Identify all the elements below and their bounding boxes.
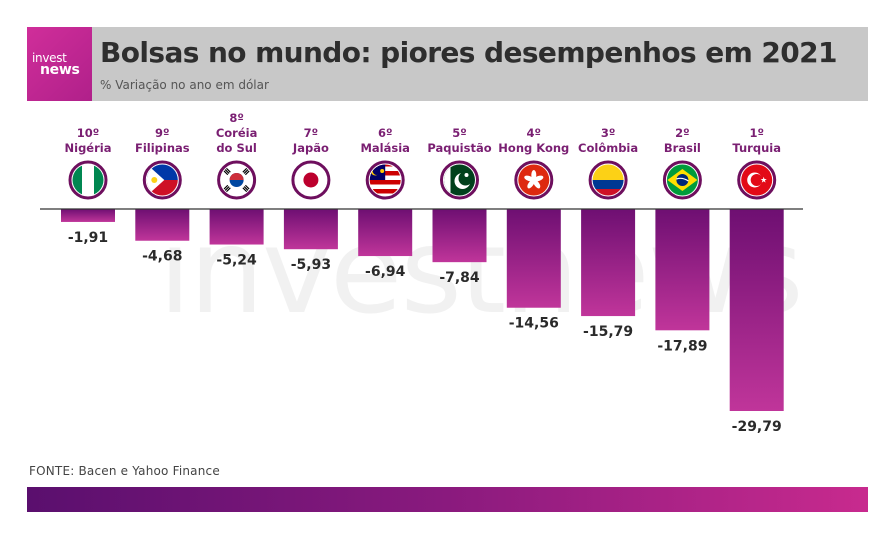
category-label-rank: 4º <box>527 126 542 140</box>
category-label-rank: 6º <box>378 126 393 140</box>
bar <box>135 209 190 241</box>
malaysia-flag-icon <box>365 160 405 200</box>
category-label-name: Malásia <box>360 141 409 155</box>
investnews-logo: invest news <box>27 27 92 101</box>
philippines-flag-icon <box>142 160 182 200</box>
value-label: -7,84 <box>439 270 480 286</box>
hong-kong-flag-icon <box>514 160 554 200</box>
value-label: -14,56 <box>509 316 559 332</box>
category-label-name: Japão <box>292 141 329 155</box>
brazil-flag-icon <box>662 160 702 200</box>
source-note: FONTE: Bacen e Yahoo Finance <box>29 464 220 478</box>
turkey-flag-icon <box>737 160 777 200</box>
bar <box>61 209 115 222</box>
category-label-name: Paquistão <box>427 141 491 155</box>
category-label-rank: 2º <box>675 126 690 140</box>
chart-subtitle: % Variação no ano em dólar <box>100 78 269 92</box>
category-label-rank: 10º <box>77 126 100 140</box>
colombia-flag-icon <box>588 160 628 200</box>
bar <box>581 209 636 317</box>
chart-header: invest news Bolsas no mundo: piores dese… <box>27 27 868 101</box>
category-label-name: Turquia <box>732 141 781 155</box>
value-label: -4,68 <box>142 249 182 265</box>
bar <box>655 209 710 331</box>
value-label: -1,91 <box>68 230 108 246</box>
value-label: -5,24 <box>216 253 257 269</box>
bar <box>209 209 264 245</box>
value-label: -29,79 <box>732 419 782 435</box>
logo-line-1: invest <box>32 51 67 65</box>
logo-line-2: news <box>40 62 80 78</box>
chart-title: Bolsas no mundo: piores desempenhos em 2… <box>100 36 837 69</box>
category-label-name: Brasil <box>664 141 701 155</box>
category-label-rank: 8º <box>229 111 244 125</box>
value-label: -5,93 <box>291 257 331 273</box>
value-label: -6,94 <box>365 264 406 280</box>
category-label-name: Colômbia <box>578 141 638 155</box>
category-label-name: Coréia <box>216 126 258 140</box>
category-label-rank: 5º <box>452 126 467 140</box>
footer-gradient-bar <box>27 487 868 512</box>
category-label-rank: 7º <box>304 126 319 140</box>
bar <box>358 209 413 257</box>
nigeria-flag-icon <box>68 160 108 200</box>
category-label-rank: 3º <box>601 126 616 140</box>
category-label-rank: 9º <box>155 126 170 140</box>
bar <box>506 209 561 308</box>
value-label: -15,79 <box>583 324 633 340</box>
japan-flag-icon <box>291 160 331 200</box>
south-korea-flag-icon <box>217 160 257 200</box>
category-label-rank: 1º <box>749 126 764 140</box>
pakistan-flag-icon <box>440 160 479 200</box>
category-label-name: Filipinas <box>135 141 190 155</box>
category-label-name: do Sul <box>216 141 257 155</box>
category-label-name: Nigéria <box>65 141 112 155</box>
bar <box>729 209 784 411</box>
bar <box>432 209 487 263</box>
bar <box>283 209 338 250</box>
value-label: -17,89 <box>657 338 707 354</box>
category-label-name: Hong Kong <box>498 141 569 155</box>
